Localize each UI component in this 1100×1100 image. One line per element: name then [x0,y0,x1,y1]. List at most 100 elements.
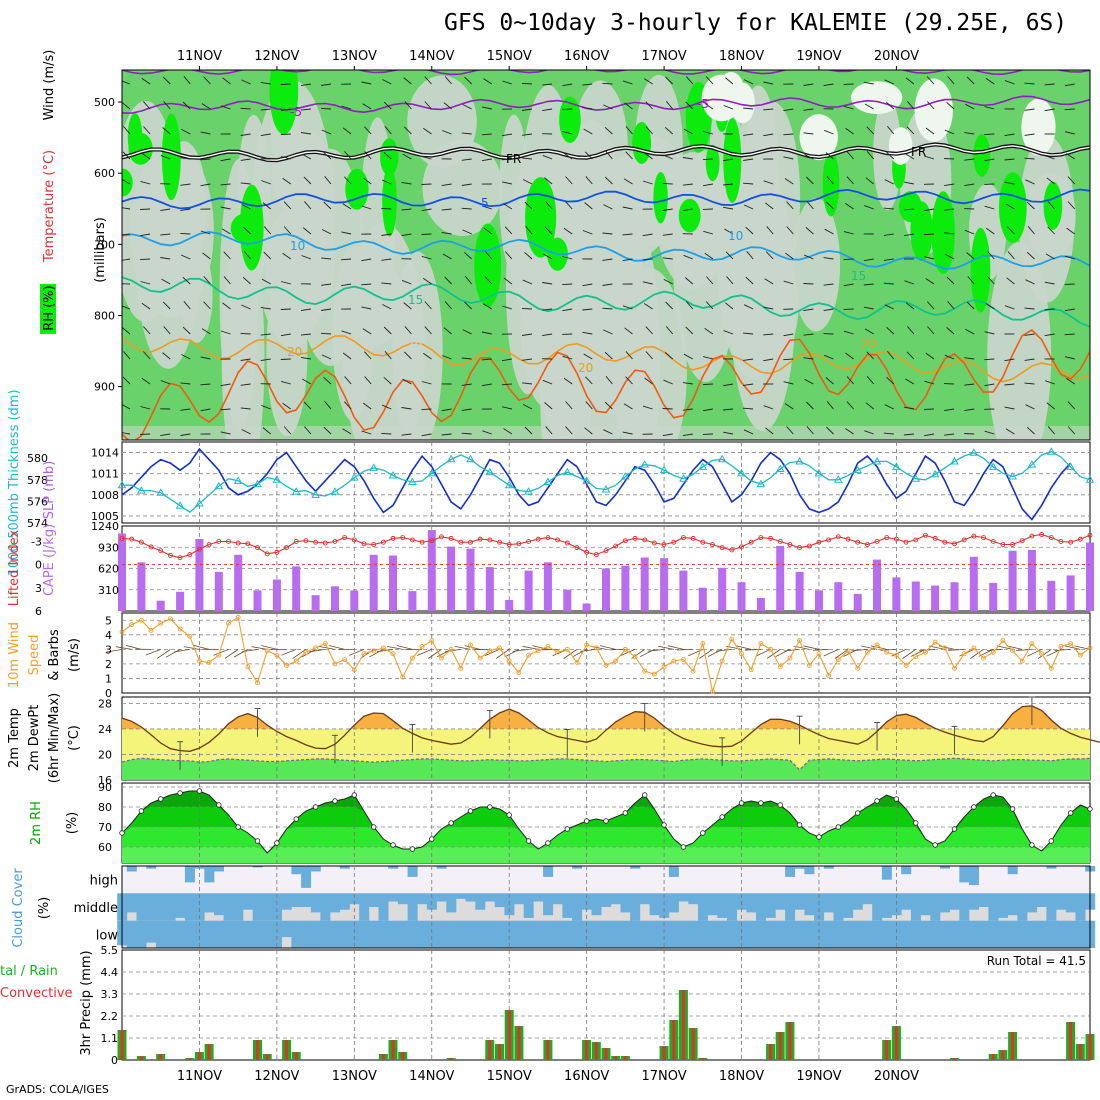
wind-barb [481,106,492,110]
li-marker [119,535,125,541]
wind10m-barb [292,649,307,659]
wind10m-barb [948,648,965,651]
wind-barb [222,302,231,310]
wind-barb [320,332,332,335]
li-marker [438,534,444,540]
wind-barb [324,176,332,185]
cloud-bar-low [339,920,350,948]
cloud-bar-middle [417,893,428,905]
wind-barb [603,329,613,335]
wind-barb [665,326,674,335]
wind-barb [421,433,432,437]
rh-moist-region [269,70,299,135]
wind-barb [261,404,271,410]
cloud-bar-low [678,920,689,948]
wind-barb [483,227,493,235]
wind-barb [180,232,191,235]
thickness-marker [466,454,475,463]
wind10m-marker [874,642,880,648]
wind-barb [886,376,895,385]
wind-barb [622,305,633,310]
wind10m-barb [329,645,345,650]
wind-barb [664,352,673,360]
wind-barb [663,279,673,285]
li-marker [429,538,435,544]
wind-barb [181,129,191,135]
wind-barb [765,251,774,260]
li-marker [293,539,299,544]
wind-barb [866,151,875,160]
cloud-bar-high [1007,866,1018,875]
wind-barb [404,126,412,135]
wind-barb [602,232,613,235]
wind10m-marker [245,664,251,670]
rh-dry-region [499,114,529,273]
wind-barb [904,406,914,410]
cape-bar [660,558,669,611]
wind10m-marker [400,674,406,680]
rh-very-dry-region [851,81,903,114]
wind-barb [501,383,512,386]
rh2m-marker [913,820,919,826]
wind-barb [123,126,131,135]
cape-bar [292,566,301,611]
wind10m-marker [264,648,270,654]
slp-tick-label: 1008 [91,489,119,502]
cloud-bar-low [272,920,282,948]
wind10m-barb [735,645,752,650]
wind10m-barb [224,649,239,659]
li-marker [680,535,686,541]
wind-barb [964,383,975,386]
wind-barb [1026,201,1035,210]
wind-barb [361,81,372,85]
wind-barb [1064,131,1075,135]
cloud-bar-middle [756,893,766,921]
wind10m-marker [719,658,725,664]
wind-barb [763,405,774,410]
wind-barb [905,378,915,385]
wind-barb [924,433,935,437]
contour-label: 15 [851,269,866,283]
wind-barb [1044,281,1055,285]
wind-barb [964,132,975,135]
wind-barb [241,429,251,435]
thickness-marker [156,488,166,496]
cloud-bar-middle [959,893,970,921]
wind-barb [645,326,653,335]
wind10m-marker [206,660,212,665]
rh2m-marker [583,818,590,824]
cloud-bar-low [514,920,524,948]
wind-barb [1004,80,1015,85]
wind-barb [1024,82,1035,85]
panel-frame [121,949,1091,1061]
wind-barb [805,401,814,410]
cloud-high-bg [122,866,1090,894]
precip-convective-bar [401,1052,405,1060]
wind-barb [280,156,291,160]
cape-bar [621,565,630,611]
wind-barb [304,426,312,435]
wind10m-marker [864,649,870,655]
rh2m-marker [138,808,145,814]
wind-barb [964,433,975,435]
slp-line [121,447,1072,521]
wind-barb [180,382,191,385]
wind10m-barb [648,648,665,652]
li-marker [1068,539,1074,545]
cloud-bar-middle [1036,893,1047,907]
precip-legend-convective: Convective [0,986,73,1001]
cloud-bar-high [881,866,892,880]
li-marker [1077,536,1083,542]
rh-very-dry-region [1021,98,1056,156]
li-marker [768,535,774,541]
cloud-bar-low [146,920,157,943]
li-marker [167,552,173,558]
wind10m-barb [755,648,771,657]
li-marker [477,536,483,542]
wind-barb [823,308,834,312]
wind-barb [220,105,231,110]
wind-barb [160,257,171,260]
wind-barb [542,308,553,311]
cloud-bar-middle [688,893,699,905]
